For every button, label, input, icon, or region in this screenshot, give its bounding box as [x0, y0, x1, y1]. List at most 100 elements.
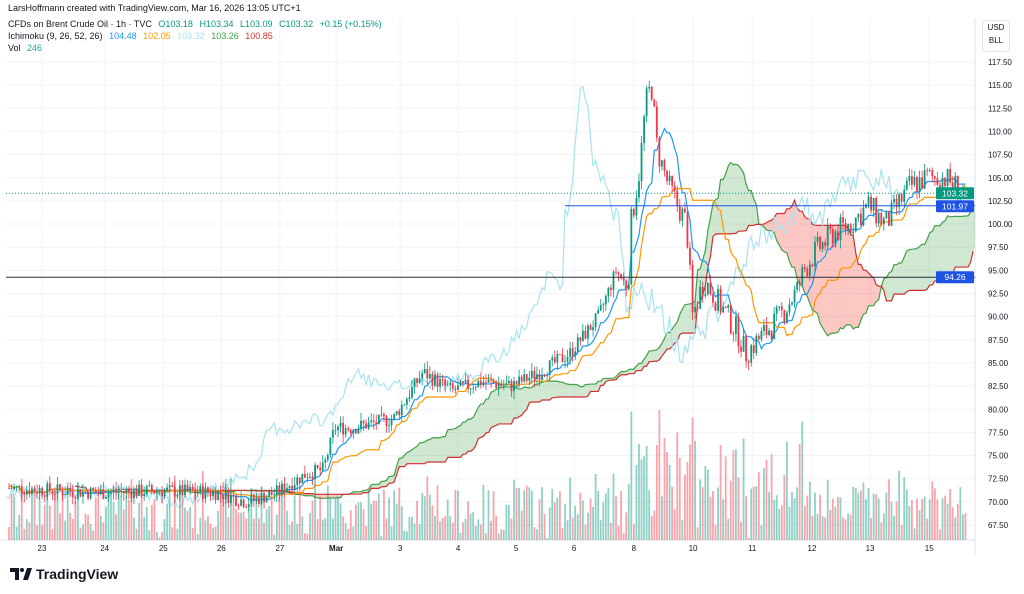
volume-bar	[227, 517, 230, 540]
volume-bar	[673, 509, 676, 540]
volume-bar	[184, 507, 186, 540]
volume-bar	[768, 492, 770, 540]
volume-bar	[291, 521, 294, 540]
volume-bar	[778, 509, 781, 540]
candle-body	[569, 348, 572, 358]
ichimoku-cloud-segment	[317, 494, 321, 499]
candle-body	[413, 378, 416, 388]
candle-body	[847, 224, 850, 231]
volume-bar	[497, 533, 500, 540]
volume-bar	[742, 438, 745, 540]
candle-body	[48, 483, 51, 492]
candle-body	[33, 488, 36, 492]
volume-bar	[584, 524, 587, 540]
candle-body	[553, 357, 556, 363]
volume-bar	[964, 512, 967, 540]
volume-bar	[559, 491, 561, 540]
candle-body	[303, 473, 306, 478]
volume-bar	[536, 529, 538, 540]
volume-bar	[689, 444, 691, 540]
volume-bar	[936, 499, 939, 540]
ichimoku-cloud-segment	[904, 251, 907, 295]
ichimoku-cloud-segment	[888, 271, 892, 301]
candle-body	[127, 489, 130, 492]
volume-bar	[263, 522, 265, 540]
candle-body	[944, 177, 946, 187]
currency-label: USD	[987, 23, 1005, 32]
ichimoku-cloud-segment	[886, 272, 889, 301]
candle-body	[411, 387, 413, 398]
volume-bar	[140, 484, 143, 540]
ichimoku-cloud-segment	[381, 481, 384, 487]
time-tick-label: 13	[866, 544, 875, 553]
ichimoku-cloud-segment	[549, 381, 553, 400]
volume-bar	[349, 510, 352, 540]
volume-legend[interactable]: Vol 246	[8, 42, 386, 54]
volume-bar	[33, 488, 36, 540]
ichimoku-cloud-segment	[641, 359, 645, 371]
volume-bar	[74, 501, 77, 540]
time-tick-label: 26	[217, 544, 226, 553]
candle-body	[773, 313, 776, 339]
candle-body	[370, 420, 373, 423]
currency-unit-selector[interactable]: USD BLL	[982, 20, 1010, 52]
ichimoku-cloud-segment	[853, 235, 856, 329]
volume-bar	[23, 528, 26, 540]
ichimoku-cloud-segment	[457, 425, 461, 458]
ichimoku-cloud-segment	[519, 388, 522, 417]
candle-body	[706, 282, 709, 295]
candle-body	[385, 416, 388, 427]
volume-bar	[357, 502, 360, 540]
volume-bar	[181, 489, 184, 540]
volume-bar	[926, 518, 929, 540]
volume-bar	[66, 482, 69, 540]
volume-bar	[530, 490, 533, 540]
volume-bar	[36, 525, 38, 540]
ichimoku-cloud-segment	[684, 304, 688, 334]
volume-bar	[408, 517, 411, 540]
volume-bar	[541, 487, 543, 540]
volume-bar	[875, 494, 878, 540]
tradingview-logo[interactable]: TradingView	[10, 566, 118, 582]
volume-bar	[811, 515, 814, 540]
ichimoku-cloud-segment	[536, 382, 540, 403]
time-tick-label: 25	[159, 544, 168, 553]
volume-bar	[635, 465, 638, 540]
volume-bar	[712, 491, 714, 540]
volume-bar	[786, 441, 788, 540]
candle-body	[125, 489, 128, 493]
ichimoku-legend[interactable]: Ichimoku (9, 26, 52, 26) 104.48 102.05 1…	[8, 30, 386, 42]
volume-bar	[837, 496, 839, 540]
candle-body	[548, 360, 551, 375]
volume-bar	[622, 532, 625, 540]
candle-body	[564, 361, 566, 363]
volume-bar	[893, 515, 895, 540]
candle-body	[388, 425, 390, 427]
candle-body	[686, 212, 689, 248]
ichimoku-cloud-segment	[539, 382, 543, 403]
volume-bar	[640, 459, 643, 540]
volume-bar	[8, 527, 10, 540]
volume-bar	[59, 513, 61, 540]
candle-body	[729, 305, 732, 334]
ichimoku-cloud-segment	[544, 381, 548, 400]
volume-bar	[564, 503, 566, 540]
volume-bar	[127, 499, 130, 540]
candle-body	[25, 490, 28, 495]
volume-bar	[645, 445, 648, 540]
volume-bar	[732, 450, 735, 540]
candle-body	[663, 160, 666, 171]
candle-body	[400, 404, 403, 416]
volume-bar	[166, 503, 169, 540]
candle-body	[464, 379, 467, 383]
ichimoku-cloud-segment	[651, 350, 655, 362]
candle-body	[852, 231, 855, 234]
volume-bar	[834, 506, 837, 540]
volume-bar	[548, 507, 551, 540]
symbol-legend[interactable]: CFDs on Brent Crude Oil · 1h · TVC O103.…	[8, 18, 386, 30]
ichimoku-cloud-segment	[450, 429, 453, 458]
candle-body	[900, 194, 903, 202]
candle-body	[191, 486, 194, 491]
candle-body	[714, 302, 717, 311]
